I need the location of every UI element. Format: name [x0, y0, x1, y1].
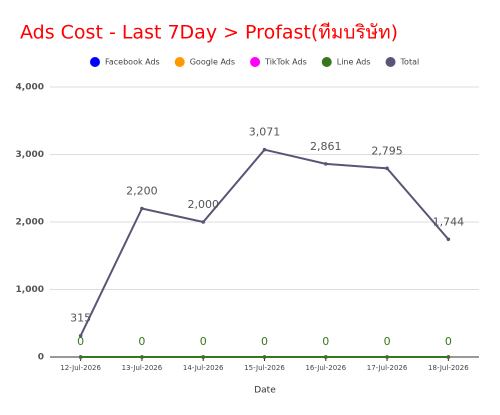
data-label: 0	[77, 335, 84, 348]
x-tick-label: 18-Jul-2026	[428, 364, 469, 372]
data-label: 3,071	[249, 126, 281, 139]
data-point	[140, 355, 144, 359]
data-point	[323, 355, 328, 359]
legend-marker	[385, 57, 396, 67]
legend-label: Total	[400, 58, 420, 67]
data-point	[385, 355, 389, 359]
data-label: 0	[322, 335, 329, 348]
data-point	[323, 162, 328, 166]
x-tick-label: 16-Jul-2026	[305, 364, 346, 372]
legend-marker	[321, 57, 332, 67]
legend-label: Line Ads	[337, 58, 371, 67]
y-tick-label: 0	[38, 353, 44, 363]
data-point	[201, 355, 206, 359]
x-tick-label: 15-Jul-2026	[244, 364, 285, 372]
data-point	[385, 166, 389, 171]
legend-label: TikTok Ads	[264, 58, 307, 67]
data-label: 0	[384, 335, 391, 348]
data-label: 2,861	[310, 140, 342, 153]
data-point	[446, 237, 451, 242]
x-tick-label: 17-Jul-2026	[367, 364, 408, 372]
y-tick-label: 4,000	[16, 83, 44, 93]
y-tick-label: 1,000	[16, 285, 44, 295]
data-label: 0	[200, 335, 207, 348]
x-axis-title: Date	[254, 386, 276, 396]
data-point	[78, 333, 83, 338]
data-label: 2,795	[371, 144, 403, 157]
legend-marker	[250, 57, 261, 67]
data-point	[78, 355, 83, 359]
data-label: 315	[70, 312, 91, 325]
y-tick-label: 2,000	[16, 218, 44, 228]
data-point	[262, 147, 267, 152]
y-tick-label: 3,000	[16, 150, 44, 160]
data-point	[140, 206, 144, 211]
legend-marker	[174, 57, 185, 67]
data-label: 0	[445, 335, 452, 348]
chart-title: Ads Cost - Last 7Day > Profast(ทีมบริษัท…	[20, 22, 398, 44]
data-label: 2,200	[126, 185, 158, 198]
x-tick-label: 12-Jul-2026	[60, 364, 101, 372]
data-point	[201, 220, 206, 224]
data-label: 0	[138, 335, 145, 348]
data-point	[262, 355, 267, 359]
x-tick-label: 13-Jul-2026	[122, 364, 163, 372]
data-label: 2,000	[187, 198, 219, 211]
legend-label: Google Ads	[190, 58, 235, 67]
data-point	[446, 355, 451, 359]
data-label: 0	[261, 335, 268, 348]
legend-label: Facebook Ads	[105, 58, 160, 67]
legend-marker	[90, 57, 100, 67]
x-tick-label: 14-Jul-2026	[183, 364, 224, 372]
data-label: 1,744	[433, 215, 465, 228]
